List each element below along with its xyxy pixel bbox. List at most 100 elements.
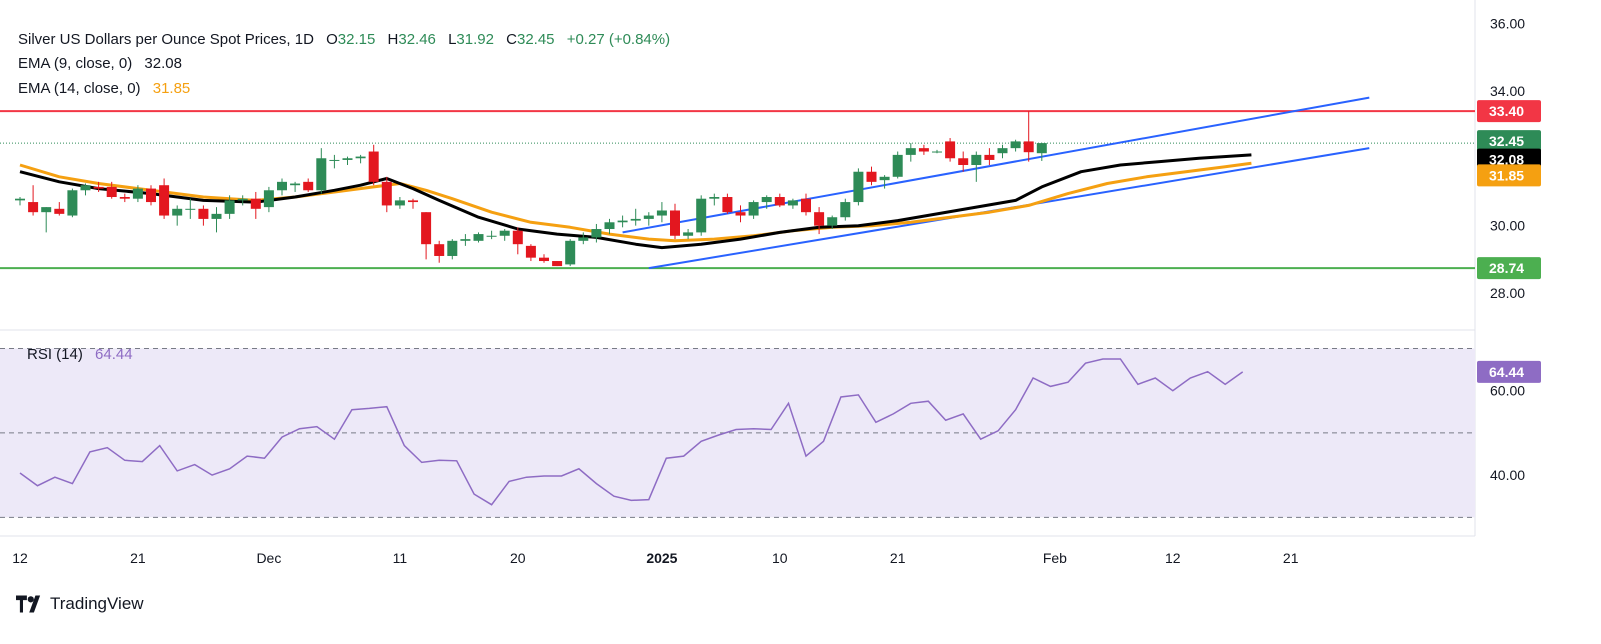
ohlc-legend: Silver US Dollars per Ounce Spot Prices,… [18,31,670,48]
candle [303,178,314,192]
candle-body [539,257,549,262]
candle-body [93,186,104,189]
candle-body [814,212,825,226]
price-pane [0,96,1475,270]
candle-body [1036,143,1047,154]
ema9-legend: EMA (9, close, 0) 32.08 [18,55,182,72]
rsi-tag-bg [1477,360,1541,383]
candle-body [774,197,785,206]
candle [1010,139,1021,152]
ema14-label: EMA (14, close, 0) [18,80,141,97]
time-tick-label: Feb [1043,550,1067,566]
candle-body [41,207,52,213]
candle [290,181,301,192]
candle [132,185,143,203]
ema9-tag: 32.08 [1489,152,1524,168]
candle-body [578,237,589,241]
candle-body [709,197,720,199]
ema14-tag-bg [1477,164,1541,187]
change-value: +0.27 (+0.84%) [567,31,670,48]
close-label: C [506,31,517,48]
candle [670,203,680,240]
candle [146,185,156,206]
candle-body [643,215,654,219]
candle [997,144,1008,159]
candle [827,215,838,230]
candle [460,234,471,246]
tradingview-logo-icon [16,595,41,613]
candle-body [1023,141,1034,153]
candle [381,176,392,213]
candle-body [408,200,418,203]
candle-body [303,181,314,191]
candle-body [132,188,143,199]
candle [447,239,458,260]
candle [434,240,445,263]
price-tick-label: 28.00 [1490,285,1525,301]
candle-body [106,186,117,198]
candle [984,148,995,165]
candle [329,154,340,169]
candle [801,193,811,216]
candle-body [159,185,170,216]
candle [709,193,720,206]
candle-body [932,151,942,153]
candle [565,239,576,267]
open-value: 32.15 [338,31,376,48]
candle-body [434,244,445,256]
rsi-line [19,358,1244,506]
candle-body [185,208,196,210]
rsi-value: 64.44 [95,346,133,363]
candle-body [696,198,707,233]
candle [368,144,379,186]
axes: 28.00 30.00 34.00 36.00 40.00 60.00 33.40 32.45… [12,15,1541,566]
candle [814,207,825,235]
candle [1036,142,1047,161]
candle-body [211,213,222,219]
candle [80,183,91,196]
candle-body [54,208,65,214]
support-tag-bg [1477,257,1541,280]
candle-body [984,154,995,160]
time-tick-label: 20 [510,550,526,566]
candle-body [368,151,379,182]
candle [93,181,104,192]
candle [185,198,196,219]
candle [486,230,497,240]
candle [54,202,65,216]
candle [591,223,602,243]
rsi-legend: RSI (14) 64.44 [27,346,133,363]
time-tick-label: 21 [1283,550,1299,566]
candle-body [748,202,759,216]
candle-body [355,156,366,159]
candle [932,149,942,154]
candle [159,178,170,219]
candle-body [250,198,261,209]
candle-body [683,232,694,236]
candle [499,229,510,241]
time-tick-label: Dec [256,550,281,566]
candle-body [853,171,864,203]
candle [211,207,222,233]
candle [774,193,785,208]
candle-body [1010,141,1021,149]
candle-body [656,210,667,216]
channel-upper-line [622,96,1370,234]
candle [945,138,956,162]
candle [630,208,641,226]
rsi-tag: 64.44 [1489,364,1524,380]
candle-body [237,198,248,201]
candle [604,218,615,235]
candle-body [866,171,877,182]
candle [224,195,235,219]
rsi-tick-label: 40.00 [1490,467,1525,483]
candle-body [460,239,471,241]
candle [761,195,772,209]
candle-body [591,229,602,238]
tradingview-brand[interactable]: TradingView [16,594,144,614]
resistance-tag-bg [1477,100,1541,123]
last-price-tag-bg [1477,130,1541,153]
low-label: L [448,31,456,48]
support-tag: 28.74 [1489,260,1524,276]
candle-body [381,181,392,206]
